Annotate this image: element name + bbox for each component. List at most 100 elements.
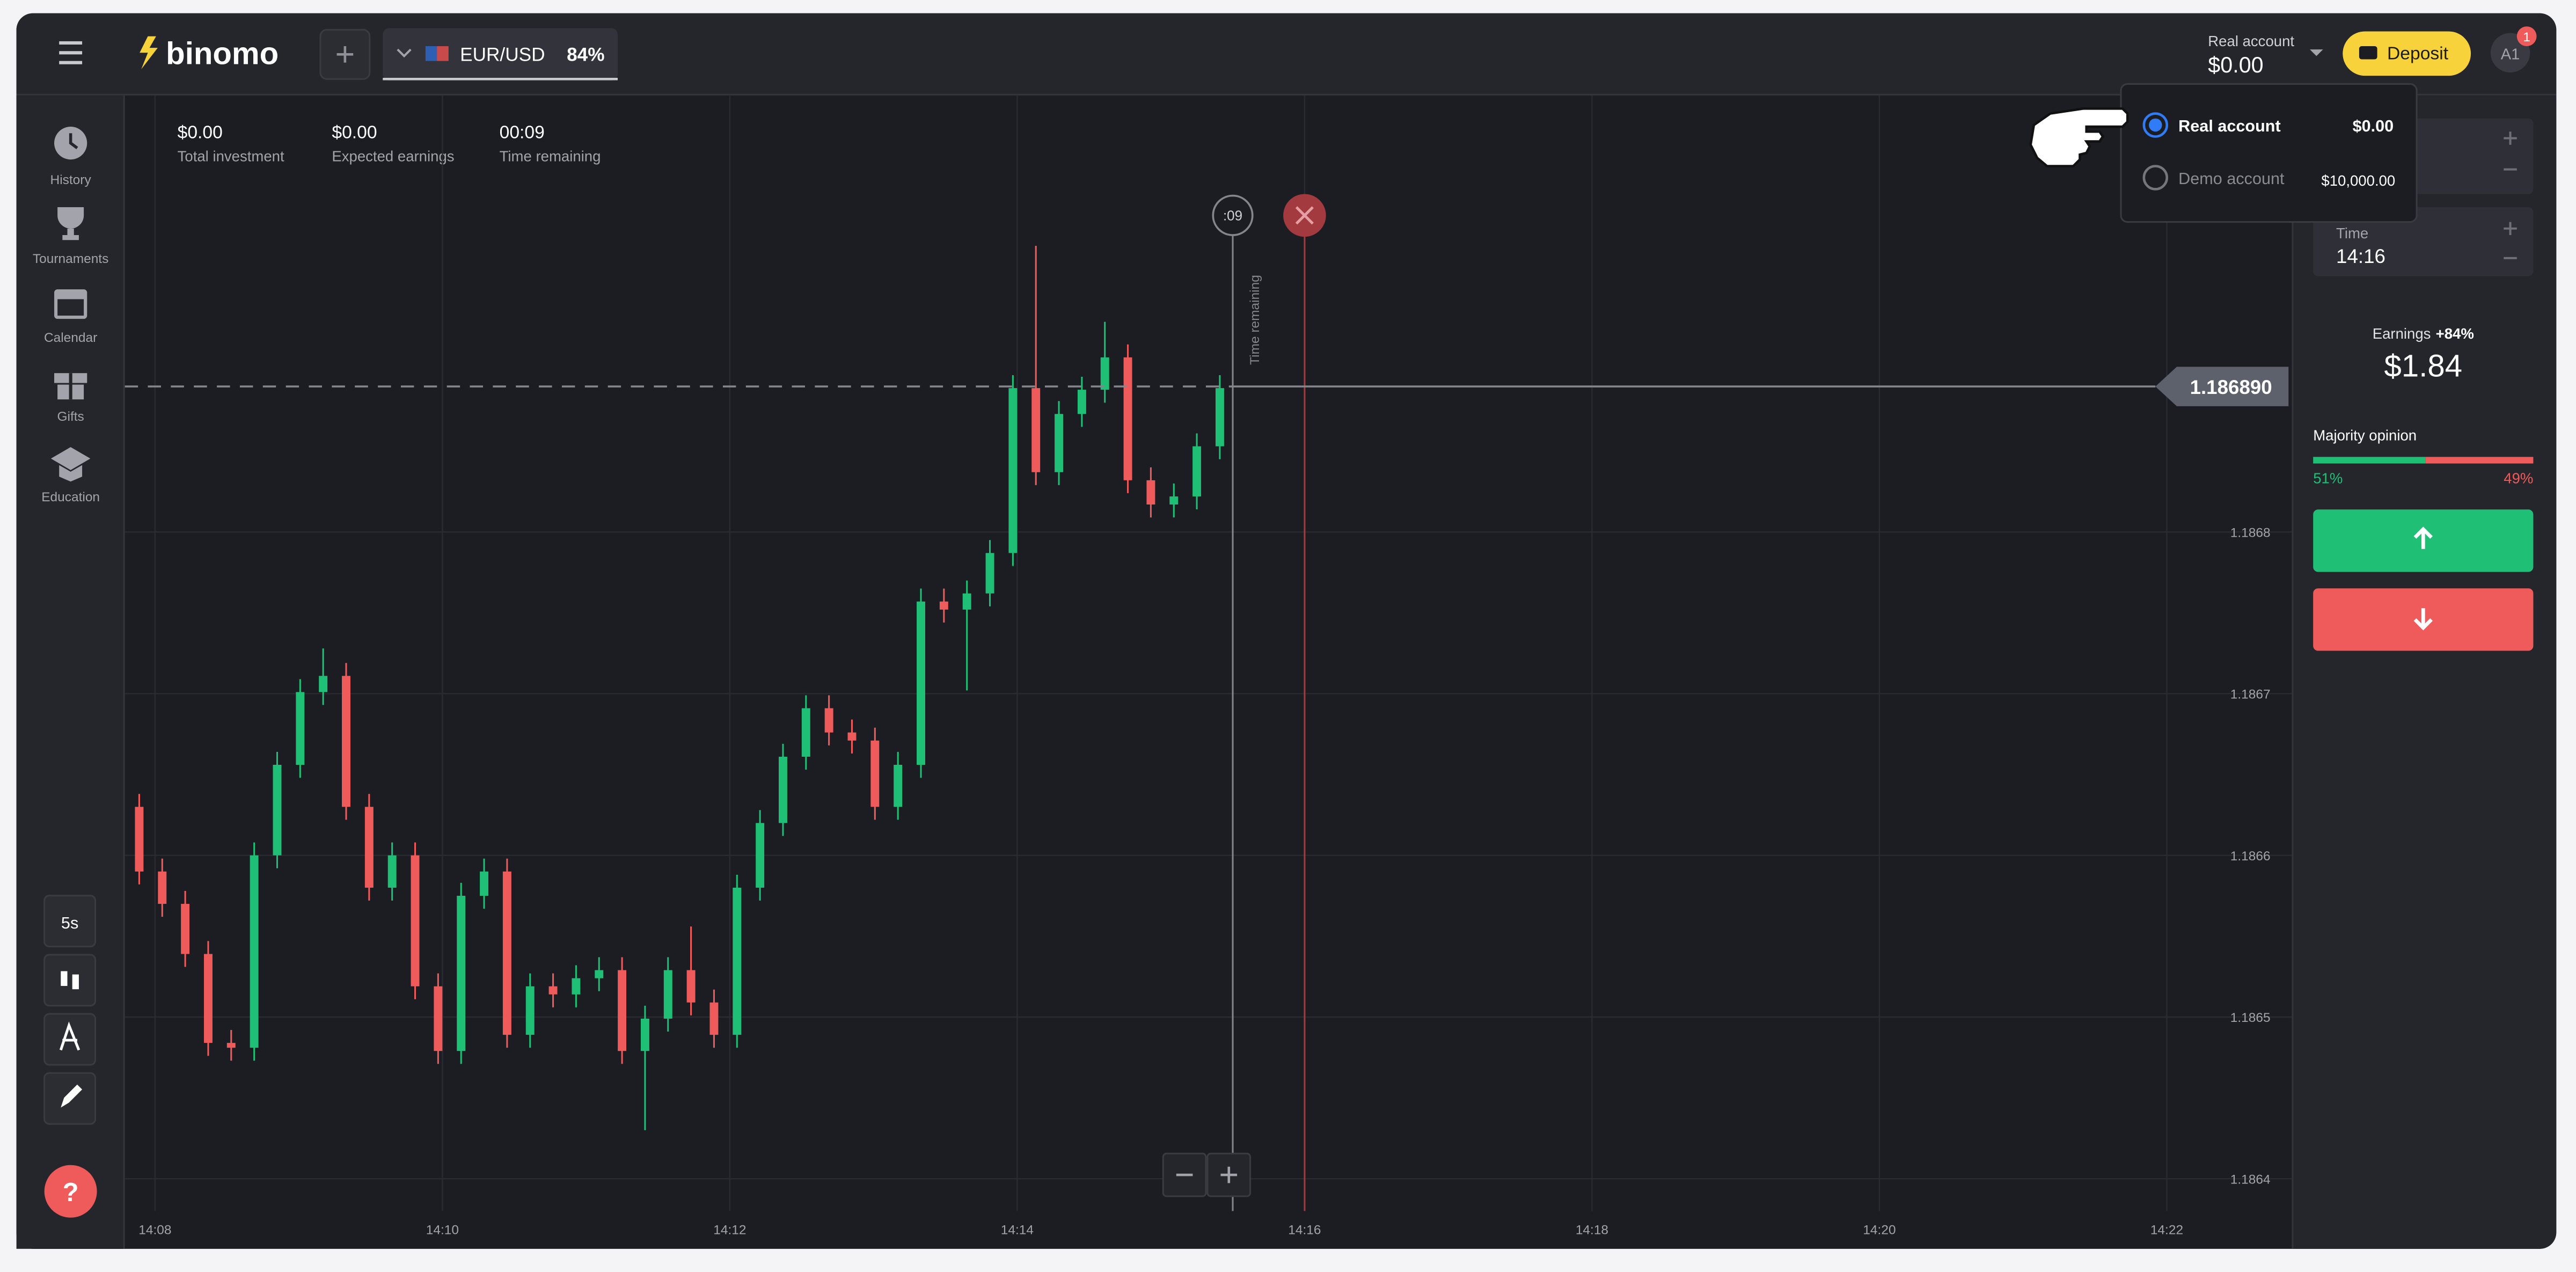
candle-body <box>663 970 672 1019</box>
candle-body <box>962 593 971 610</box>
stepper-icons <box>2504 222 2517 259</box>
y-tick-label: 1.1866 <box>2230 849 2271 864</box>
wallet-icon <box>2359 46 2377 60</box>
candle-icon <box>61 971 68 986</box>
candle-body <box>319 676 328 692</box>
time-value: 14:16 <box>2336 245 2385 267</box>
stat-label: Time remaining <box>500 148 601 164</box>
sidebar-item[interactable]: Calendar <box>44 289 97 345</box>
x-tick-label: 14:20 <box>1863 1223 1896 1237</box>
candle-body <box>342 676 350 807</box>
candle-body <box>203 954 213 1043</box>
menu-button[interactable] <box>59 41 83 64</box>
y-tick-label: 1.1867 <box>2230 688 2271 702</box>
candle-body <box>595 970 604 978</box>
candle-body <box>548 986 558 995</box>
candle-body <box>733 887 742 1035</box>
logo[interactable]: binomo <box>166 36 279 71</box>
candle-icon <box>72 974 79 990</box>
zoom-out-button[interactable] <box>1162 1152 1207 1197</box>
stat-label: Expected earnings <box>332 148 454 164</box>
sidebar-item[interactable]: Tournaments <box>33 207 108 266</box>
candle-body <box>181 904 190 954</box>
account-name: Real account <box>2178 117 2281 135</box>
sidebar-item[interactable]: Education <box>41 447 100 505</box>
candle-body <box>985 553 994 594</box>
zoom-in-button[interactable] <box>1206 1152 1252 1197</box>
sidebar-label: Education <box>41 490 100 505</box>
trade-panel <box>2292 95 2557 1249</box>
y-tick-label: 1.1864 <box>2230 1172 2271 1187</box>
app-window <box>16 13 2557 1249</box>
price-label: 1.186890 <box>2190 376 2272 398</box>
button-frame <box>2343 31 2471 76</box>
deposit-button[interactable]: Deposit <box>2343 31 2471 76</box>
arrow-down <box>2413 608 2433 631</box>
price-chart: 1.1864 1.1865 1.1866 1.1867 1.1868 14:08 14:10… <box>125 95 2292 1237</box>
account-option[interactable]: Real account $0.00 <box>2142 112 2394 138</box>
candle-body <box>1146 480 1155 505</box>
tool-frame <box>43 954 97 1007</box>
account-type: Real account <box>2208 33 2294 49</box>
avatar[interactable]: A1 1 <box>2490 26 2537 73</box>
interval-label: 5s <box>61 914 78 932</box>
sidebar-item[interactable]: Gifts <box>54 373 87 424</box>
earnings-caption: Earnings +84% <box>2373 325 2474 342</box>
chart-type-button[interactable] <box>43 954 97 1007</box>
interval-button[interactable]: 5s <box>43 895 97 948</box>
radio <box>2142 165 2169 191</box>
candle-body <box>1123 357 1132 480</box>
candle-body <box>870 740 880 807</box>
candle-body <box>1077 390 1086 414</box>
candle-body <box>572 978 581 995</box>
x-tick-label: 14:10 <box>426 1223 459 1237</box>
candle-body <box>457 896 466 1051</box>
price-tag <box>2155 367 2289 406</box>
input-frame <box>2313 207 2534 276</box>
candle-body <box>686 970 696 1003</box>
candle-body <box>158 871 167 904</box>
asset-name: EUR/USD <box>460 45 545 65</box>
help-button[interactable]: ? <box>44 1165 97 1218</box>
add-asset-button[interactable] <box>319 28 371 80</box>
sidebar-label: Calendar <box>44 331 97 345</box>
sidebar-corner <box>16 95 123 1249</box>
candle-body <box>1215 388 1224 447</box>
candle-body <box>618 970 627 1051</box>
deposit-label: Deposit <box>2387 44 2449 64</box>
time-input[interactable]: Time 14:16 <box>2313 207 2534 276</box>
account-dropdown: Real account $0.00 Demo account $10,000.… <box>2120 83 2418 223</box>
candle-body <box>1008 388 1018 553</box>
sidebar-item[interactable]: History <box>50 127 92 187</box>
majority-bar: 51% 49% <box>2313 457 2534 486</box>
x-tick-label: 14:18 <box>1576 1223 1608 1237</box>
candle-body <box>894 765 903 807</box>
account-balance: $0.00 <box>2208 53 2263 77</box>
indicators-button[interactable] <box>43 1013 97 1066</box>
x-tick-label: 14:16 <box>1288 1223 1321 1237</box>
candle-body <box>1055 414 1064 472</box>
asset-tab[interactable]: EUR/USD 84% <box>383 28 618 81</box>
trade-stats: $0.00 Total investment $0.00 Expected ea… <box>178 122 601 164</box>
drawing-button[interactable] <box>43 1072 97 1125</box>
radio <box>2142 112 2169 138</box>
candle-body <box>273 765 282 856</box>
pencil-icon <box>61 1084 83 1108</box>
up-button[interactable] <box>2313 509 2534 572</box>
candle-body <box>1100 357 1109 390</box>
candle-body <box>756 823 765 888</box>
candle-body <box>939 601 948 610</box>
account-balance: $0.00 <box>2353 117 2394 135</box>
logo-icon <box>140 36 158 69</box>
arrow-up <box>2413 527 2433 549</box>
stepper-icons <box>2504 131 2517 171</box>
account-switch[interactable]: Real account $0.00 <box>2208 33 2323 77</box>
earnings-value: $1.84 <box>2384 348 2463 383</box>
x-tick-label: 14:12 <box>713 1223 746 1237</box>
down-button[interactable] <box>2313 588 2534 651</box>
account-option[interactable]: Demo account $10,000.00 <box>2142 165 2395 191</box>
candle-body <box>779 756 787 823</box>
y-tick-label: 1.1865 <box>2230 1011 2271 1025</box>
header-bar <box>16 13 2557 94</box>
account-balance: $10,000.00 <box>2321 172 2395 189</box>
